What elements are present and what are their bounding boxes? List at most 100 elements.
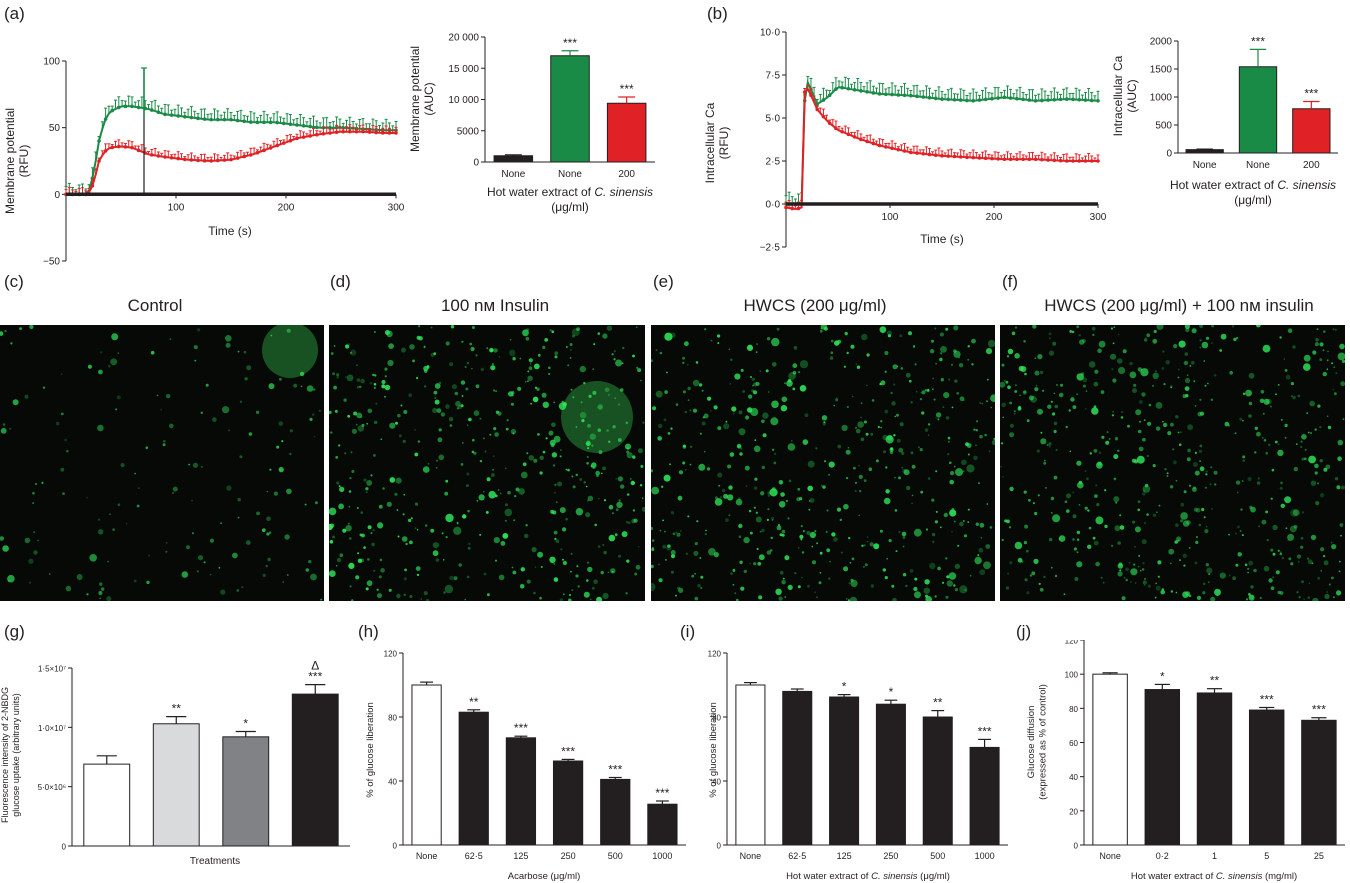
fluorescent-spot xyxy=(799,385,807,392)
fluorescent-spot xyxy=(800,538,803,541)
fluorescent-spot xyxy=(1104,524,1108,529)
fluorescent-spot xyxy=(593,343,596,346)
fluorescent-spot xyxy=(911,502,913,505)
fluorescent-spot xyxy=(1184,325,1190,329)
bar xyxy=(411,684,442,846)
spike-marker xyxy=(141,67,147,195)
fluorescent-spot xyxy=(1300,545,1304,549)
fluorescent-spot xyxy=(243,350,247,354)
y-tick-label: 20 xyxy=(1069,807,1078,816)
fluorescent-spot xyxy=(355,575,360,580)
fluorescent-spot xyxy=(903,469,910,476)
fluorescent-spot xyxy=(461,340,464,343)
fluorescent-spot xyxy=(981,402,984,405)
fluorescent-spot xyxy=(678,587,684,593)
fluorescent-spot xyxy=(663,418,667,422)
fluorescent-spot xyxy=(256,511,260,516)
fluorescent-spot xyxy=(1076,538,1080,541)
fluorescent-spot xyxy=(894,415,896,418)
significance-label: ** xyxy=(469,695,479,709)
fluorescent-spot xyxy=(901,531,907,537)
fluorescent-spot xyxy=(1220,333,1227,340)
fluorescent-spot xyxy=(305,568,310,572)
bar xyxy=(1292,108,1331,154)
fluorescent-spot xyxy=(1265,510,1268,514)
data-point xyxy=(235,156,240,160)
fluorescent-spot xyxy=(665,559,667,561)
fluorescent-spot xyxy=(1078,334,1081,337)
fluorescent-spot xyxy=(864,563,868,567)
fluorescent-spot xyxy=(830,351,834,354)
fluorescent-spot xyxy=(640,379,642,382)
fluorescent-spot xyxy=(1063,593,1066,596)
fluorescent-spot xyxy=(1026,419,1030,422)
fluorescent-spot xyxy=(423,385,427,388)
fluorescent-spot xyxy=(575,325,577,326)
fluorescent-spot xyxy=(682,390,686,394)
fluorescent-spot xyxy=(1152,513,1157,517)
fluorescent-spot xyxy=(860,437,865,442)
fluorescent-spot xyxy=(484,450,487,453)
fluorescent-spot xyxy=(111,333,119,341)
fluorescent-spot xyxy=(1129,371,1137,379)
fluorescent-spot xyxy=(848,582,851,585)
fluorescent-spot xyxy=(819,571,822,574)
fluorescent-spot xyxy=(1146,454,1149,458)
fluorescent-spot xyxy=(1342,418,1345,420)
fluorescent-spot xyxy=(1337,456,1342,461)
fluorescent-spot xyxy=(466,472,470,476)
micrograph-control xyxy=(0,325,324,601)
fluorescent-spot xyxy=(1079,339,1085,345)
fluorescent-spot xyxy=(165,542,168,544)
fluorescent-spot xyxy=(984,433,987,437)
fluorescent-spot xyxy=(575,574,579,578)
fluorescent-spot xyxy=(554,491,556,494)
data-point xyxy=(110,145,114,150)
fluorescent-spot xyxy=(862,565,865,568)
fluorescent-spot xyxy=(350,451,353,454)
fluorescent-spot xyxy=(767,391,770,393)
fluorescent-spot xyxy=(539,471,543,475)
fluorescent-spot xyxy=(333,385,337,390)
fluorescent-spot xyxy=(1170,422,1174,427)
fluorescent-spot xyxy=(1084,506,1088,510)
fluorescent-spot xyxy=(1139,420,1142,423)
fluorescent-spot xyxy=(1196,595,1202,600)
fluorescent-spot xyxy=(784,382,786,385)
y-tick-label: 1·0×10⁷ xyxy=(38,724,66,733)
data-point xyxy=(809,93,813,98)
fluorescent-spot xyxy=(1194,470,1200,476)
data-point xyxy=(90,184,95,188)
fluorescent-spot xyxy=(513,519,516,522)
significance-label: *** xyxy=(620,82,634,96)
fluorescent-spot xyxy=(1287,533,1295,541)
data-point xyxy=(176,114,180,118)
fluorescent-spot xyxy=(866,540,869,543)
fluorescent-spot xyxy=(196,570,199,573)
fluorescent-spot xyxy=(580,401,583,404)
fluorescent-spot xyxy=(914,591,921,599)
fluorescent-spot xyxy=(947,440,950,443)
fluorescent-spot xyxy=(730,358,733,361)
fluorescent-spot xyxy=(889,447,894,452)
fluorescent-spot xyxy=(1034,370,1040,376)
data-point xyxy=(262,120,266,125)
fluorescent-spot xyxy=(1194,561,1198,565)
fluorescent-spot xyxy=(531,547,537,553)
fluorescent-spot xyxy=(659,351,663,355)
fluorescent-spot xyxy=(937,418,940,421)
fluorescent-spot xyxy=(356,378,361,382)
fluorescent-spot xyxy=(1259,398,1265,403)
fluorescent-spot xyxy=(772,487,776,491)
fluorescent-spot xyxy=(670,427,673,430)
fluorescent-spot xyxy=(1141,539,1147,545)
fluorescent-spot xyxy=(1175,591,1178,594)
fluorescent-spot xyxy=(498,356,501,358)
fluorescent-spot xyxy=(498,574,505,581)
fluorescent-spot xyxy=(553,435,561,443)
fluorescent-spot xyxy=(1239,530,1242,532)
fluorescent-spot xyxy=(834,340,840,346)
y-axis-title-line-0: Intracellular Ca xyxy=(1111,55,1125,136)
fluorescent-spot xyxy=(396,593,401,599)
category-label: 1000 xyxy=(652,851,672,861)
